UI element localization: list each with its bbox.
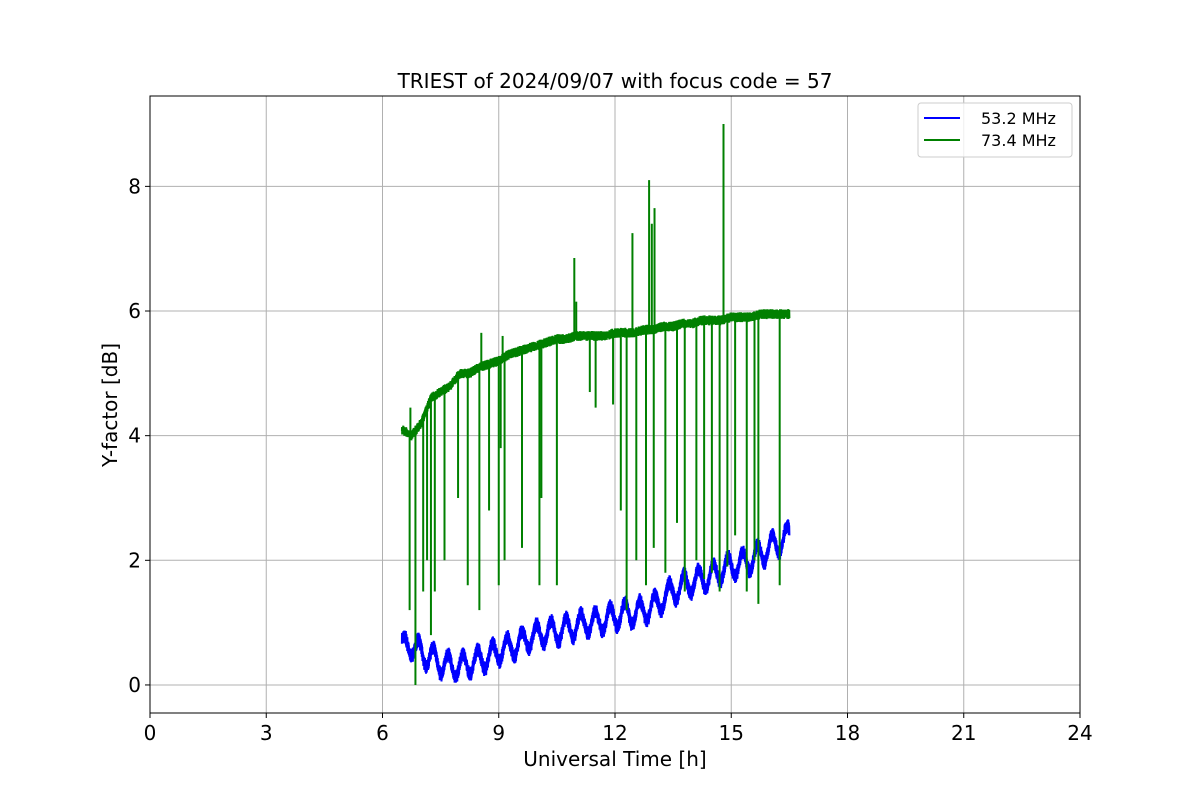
x-tick-label: 6	[376, 721, 389, 745]
legend-label-53-2-mhz: 53.2 MHz	[981, 109, 1056, 128]
series-53-2-mhz	[400, 519, 791, 683]
x-tick-label: 24	[1067, 721, 1092, 745]
y-tick-label: 4	[128, 424, 141, 448]
x-axis: 0 3 6 9 12 15 18 21 24	[144, 713, 1093, 745]
x-axis-label: Universal Time [h]	[523, 747, 706, 771]
legend-box	[917, 102, 1073, 158]
y-axis: 0 2 4 6 8	[128, 174, 150, 697]
y-tick-label: 6	[128, 299, 141, 323]
x-tick-label: 21	[951, 721, 976, 745]
x-tick-label: 0	[144, 721, 157, 745]
chart-title: TRIEST of 2024/09/07 with focus code = 5…	[397, 69, 833, 93]
y-tick-label: 0	[128, 673, 141, 697]
y-tick-label: 2	[128, 548, 141, 572]
legend: 53.2 MHz 73.4 MHz	[917, 102, 1073, 158]
grid-lines	[149, 96, 1081, 713]
series-layer	[400, 124, 791, 685]
x-tick-label: 18	[835, 721, 860, 745]
x-tick-label: 15	[719, 721, 744, 745]
x-tick-label: 9	[492, 721, 505, 745]
y-tick-label: 8	[128, 174, 141, 198]
y-axis-label: Y-factor [dB]	[98, 343, 122, 468]
line-53-2-mhz	[400, 519, 791, 683]
legend-label-73-4-mhz: 73.4 MHz	[981, 131, 1056, 150]
series-73-4-mhz	[400, 124, 791, 685]
x-tick-label: 12	[602, 721, 627, 745]
x-tick-label: 3	[260, 721, 273, 745]
